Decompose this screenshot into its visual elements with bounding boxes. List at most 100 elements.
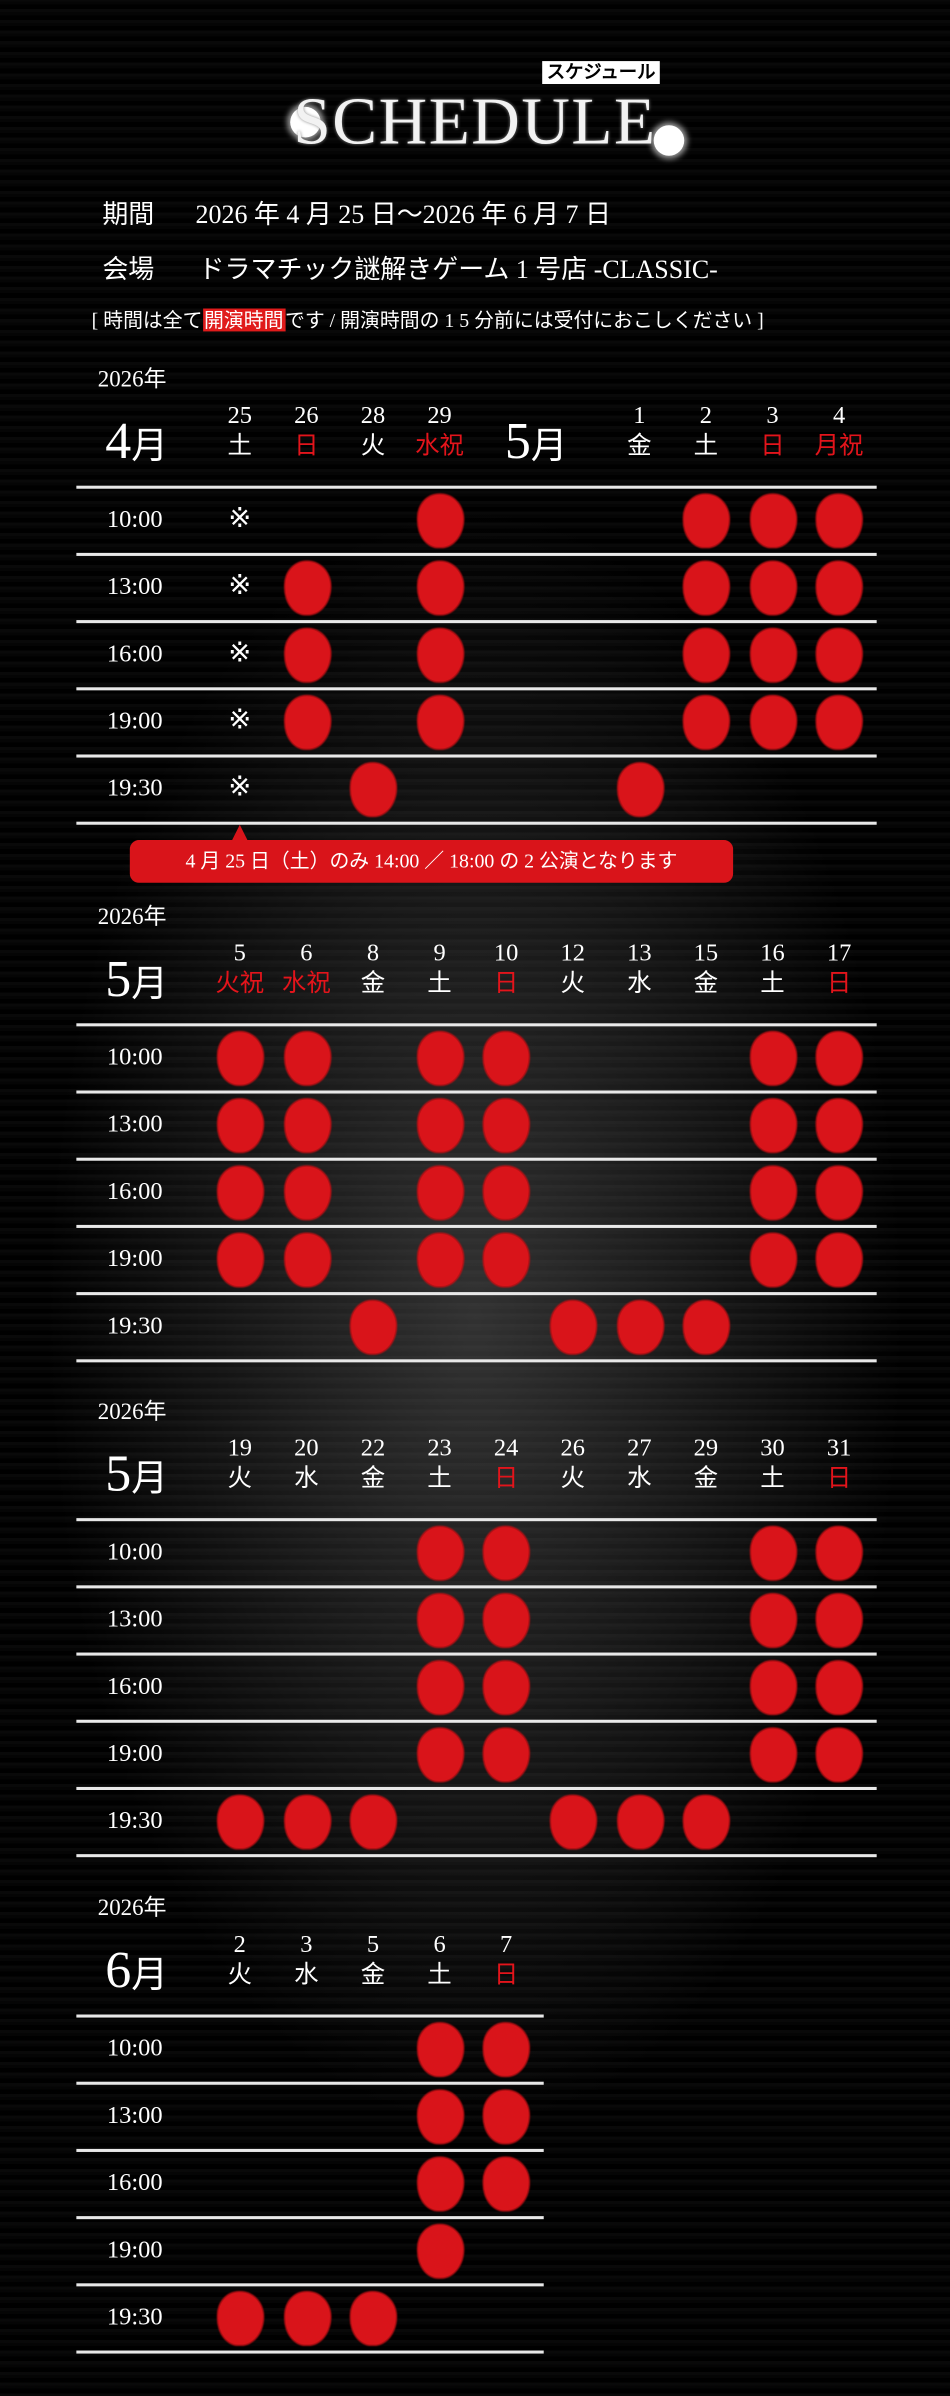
performance-available-dot <box>751 1527 796 1580</box>
note-open: [ 時間は全て <box>91 308 203 332</box>
day-number: 3 <box>300 1932 313 1958</box>
day-number: 31 <box>826 1435 852 1462</box>
day-number: 29 <box>693 1435 719 1462</box>
weekday-label: 土 <box>227 433 253 460</box>
period-value: 2026 年 4 月 25 日〜2026 年 6 月 7 日 <box>195 200 611 230</box>
performance-available-dot <box>684 629 729 682</box>
callout-pointer <box>232 824 248 841</box>
month-label: 5月 <box>105 951 168 1012</box>
performance-available-dot <box>817 1099 862 1152</box>
time-label: 19:30 <box>106 1808 163 1835</box>
weekday-label: 土 <box>760 1466 785 1493</box>
performance-available-dot <box>351 2292 396 2345</box>
weekday-label: 土 <box>427 1466 452 1493</box>
performance-available-dot <box>284 562 330 614</box>
time-label: 13:00 <box>106 2103 163 2130</box>
time-label: 19:00 <box>106 1741 163 1768</box>
weekday-label: 火祝 <box>215 971 265 998</box>
day-number: 15 <box>693 940 719 967</box>
weekday-label: 日 <box>493 971 519 998</box>
note-highlight: 開演時間 <box>202 308 286 332</box>
day-number: 19 <box>227 1435 253 1462</box>
performance-available-dot <box>284 696 330 749</box>
performance-available-dot <box>551 1301 596 1354</box>
performance-available-dot <box>418 2023 463 2076</box>
weekday-label: 金 <box>360 971 386 998</box>
weekday-label: 水 <box>627 1466 652 1493</box>
row-divider <box>76 821 878 825</box>
day-number: 27 <box>627 1435 652 1462</box>
performance-available-dot <box>551 1796 596 1849</box>
month-suffix: 月 <box>530 427 568 468</box>
special-note-mark: ※ <box>228 704 252 735</box>
month-suffix: 月 <box>131 1956 168 1997</box>
performance-available-dot <box>484 1166 530 1219</box>
row-divider <box>76 1719 878 1723</box>
time-label: 13:00 <box>106 1606 163 1633</box>
day-number: 2 <box>233 1932 246 1958</box>
performance-available-dot <box>284 629 330 682</box>
performance-available-dot <box>218 1099 263 1152</box>
performance-available-dot <box>418 1099 463 1152</box>
ink-splatter-icon <box>290 106 321 138</box>
time-label: 19:00 <box>106 2237 163 2264</box>
weekday-label: 日 <box>760 433 785 460</box>
performance-available-dot <box>484 1594 530 1647</box>
weekday-label: 火 <box>560 971 585 998</box>
weekday-label: 火 <box>360 433 386 460</box>
row-divider <box>76 1854 878 1858</box>
month-number: 5 <box>105 951 132 1009</box>
day-number: 13 <box>627 940 652 967</box>
weekday-label: 金 <box>693 971 719 998</box>
performance-available-dot <box>484 1032 530 1085</box>
day-number: 4 <box>832 403 846 430</box>
performance-available-dot <box>817 1234 862 1286</box>
day-number: 5 <box>233 940 246 967</box>
performance-available-dot <box>751 494 796 547</box>
performance-available-dot <box>418 696 463 749</box>
row-divider <box>76 2148 545 2152</box>
time-label: 10:00 <box>106 1044 163 1071</box>
performance-available-dot <box>817 629 862 682</box>
day-number: 3 <box>766 403 779 430</box>
performance-available-dot <box>351 763 396 816</box>
special-schedule-callout: 4 月 25 日（土）のみ 14:00 ／ 18:00 の 2 公演となります <box>129 840 734 883</box>
month-number: 4 <box>105 413 132 471</box>
row-divider <box>76 687 878 691</box>
weekday-label: 月祝 <box>814 433 864 460</box>
weekday-label: 日 <box>826 1466 852 1493</box>
performance-available-dot <box>817 1166 862 1219</box>
performance-available-dot <box>418 2090 463 2143</box>
time-label: 10:00 <box>106 1539 163 1566</box>
performance-available-dot <box>751 1032 796 1085</box>
performance-available-dot <box>751 696 796 749</box>
performance-available-dot <box>617 1796 663 1849</box>
performance-available-dot <box>418 1594 463 1647</box>
performance-available-dot <box>418 562 463 614</box>
performance-available-dot <box>751 1166 796 1219</box>
performance-available-dot <box>751 1234 796 1286</box>
performance-available-dot <box>751 1728 796 1781</box>
row-divider <box>76 754 878 758</box>
performance-available-dot <box>218 1796 263 1849</box>
day-number: 23 <box>427 1435 452 1462</box>
time-note: [ 時間は全て 開演時間 です / 開演時間の 1 5 分前には受付におこしください… <box>91 308 764 333</box>
performance-available-dot <box>218 2292 263 2345</box>
performance-available-dot <box>684 696 729 749</box>
weekday-label: 土 <box>760 971 785 998</box>
performance-available-dot <box>484 1728 530 1781</box>
performance-available-dot <box>418 2158 463 2211</box>
row-divider <box>76 620 878 624</box>
day-number: 30 <box>760 1435 785 1462</box>
weekday-label: 日 <box>294 433 319 460</box>
time-label: 10:00 <box>106 2035 163 2062</box>
page-title: SCHEDULE <box>293 84 657 159</box>
performance-available-dot <box>751 1099 796 1152</box>
day-number: 8 <box>366 940 380 967</box>
performance-available-dot <box>484 2023 530 2076</box>
weekday-label: 日 <box>493 1466 519 1493</box>
performance-available-dot <box>284 1099 330 1152</box>
month-label: 5月 <box>505 416 568 474</box>
day-number: 25 <box>227 403 253 430</box>
